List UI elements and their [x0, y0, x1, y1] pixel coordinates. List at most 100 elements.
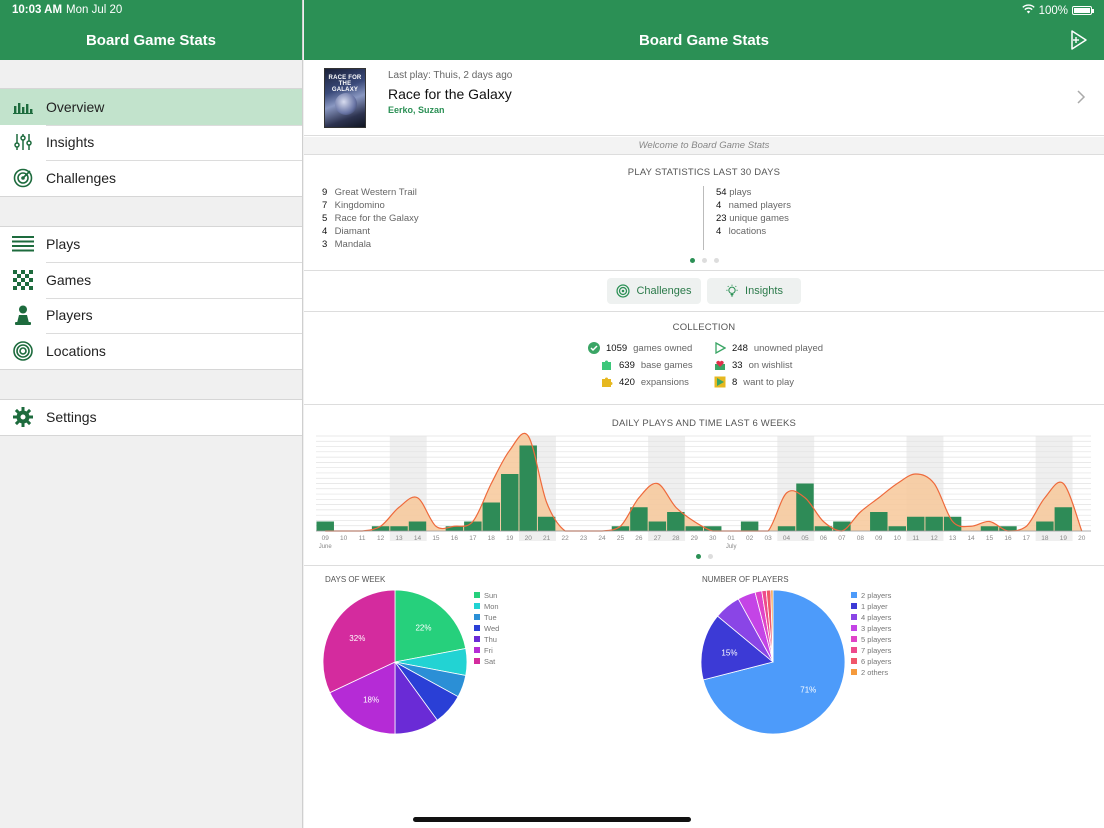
x-tick-label: 28 [672, 535, 680, 542]
sidebar-item-overview[interactable]: Overview [0, 89, 302, 125]
gear-icon [0, 400, 46, 435]
home-indicator[interactable] [413, 817, 691, 822]
target-icon [616, 284, 631, 298]
page-dot-active[interactable] [695, 554, 701, 559]
x-tick-label: 20 [525, 535, 533, 542]
chart-page-indicator[interactable] [304, 554, 1104, 559]
play-outline-icon [714, 342, 726, 354]
add-play-button[interactable] [1070, 29, 1088, 51]
list-item: 23 unique games [716, 213, 789, 224]
list-item: 7 Kingdomino [322, 200, 385, 211]
bar [316, 521, 334, 531]
bar [980, 526, 999, 531]
sidebar-item-games[interactable]: Games [0, 262, 302, 298]
checkerboard-icon [0, 262, 46, 297]
last-play-card[interactable]: RACE FOR THE GALAXY Last play: Thuis, 2 … [304, 60, 1104, 136]
sliders-icon [0, 125, 46, 160]
insights-button[interactable]: Insights [707, 278, 801, 304]
x-tick-label: 25 [617, 535, 625, 542]
rings-icon [0, 333, 46, 368]
x-tick-label: 03 [764, 535, 772, 542]
x-tick-label: 10 [340, 535, 348, 542]
list-item: 5 Race for the Galaxy [322, 213, 419, 224]
x-tick-label: 05 [801, 535, 809, 542]
sidebar-item-label: Challenges [46, 169, 117, 186]
quick-actions: Challenges Insights [304, 272, 1104, 312]
bar [906, 516, 925, 531]
last-play-caption: Last play: Thuis, 2 days ago [388, 70, 513, 81]
gift-heart-icon [714, 359, 726, 371]
legend-label: 2 players [861, 591, 892, 600]
collection-card[interactable]: COLLECTION 1059 games owned 639 base games… [304, 313, 1104, 405]
bar [704, 526, 722, 531]
play-stats-card[interactable]: PLAY STATISTICS LAST 30 DAYS 9 Great Wes… [304, 156, 1104, 271]
sidebar-item-plays[interactable]: Plays [0, 227, 302, 263]
x-tick-label: 11 [912, 535, 919, 542]
lightbulb-icon [726, 284, 738, 297]
slice-label: 15% [721, 648, 737, 657]
game-cover-image: RACE FOR THE GALAXY [324, 68, 366, 128]
legend-label: 3 players [861, 624, 892, 633]
sidebar-item-settings[interactable]: Settings [0, 400, 302, 436]
sidebar-item-locations[interactable]: Locations [0, 333, 302, 369]
x-tick-label: 22 [561, 535, 569, 542]
sidebar: 10:03 AM Mon Jul 20 Board Game Stats Ove… [0, 0, 303, 828]
legend-swatch [474, 636, 480, 642]
target-icon [0, 160, 46, 195]
sidebar-item-insights[interactable]: Insights [0, 124, 302, 161]
top-games-list: 9 Great Western Trail 7 Kingdomino 5 Rac… [322, 186, 419, 251]
page-indicator[interactable] [304, 258, 1104, 263]
challenges-label: Challenges [636, 285, 692, 297]
bar [482, 502, 501, 531]
challenges-button[interactable]: Challenges [607, 278, 701, 304]
x-tick-label: 09 [875, 535, 883, 542]
sidebar-item-label: Locations [46, 342, 106, 359]
page-dot[interactable] [701, 258, 707, 263]
legend-label: 7 players [861, 646, 892, 655]
month-label: July [726, 544, 737, 550]
days-of-week-title: DAYS OF WEEK [325, 575, 386, 584]
x-tick-label: 15 [986, 535, 994, 542]
legend-label: 2 others [861, 668, 888, 677]
last-play-game: Race for the Galaxy [388, 86, 512, 102]
daily-plays-card[interactable]: DAILY PLAYS AND TIME LAST 6 WEEKS 09 10 11… [304, 406, 1104, 566]
pie-slice [700, 615, 774, 681]
bar [390, 526, 408, 531]
collection-expansions: 420 expansions [601, 376, 689, 388]
summary-list: 54 plays 4 named players 23 unique games… [716, 186, 791, 238]
month-label: June [319, 544, 333, 550]
menu-group-settings: Settings [0, 398, 302, 436]
legend-swatch [474, 603, 480, 609]
bar [1036, 521, 1054, 531]
x-tick-label: 13 [949, 535, 957, 542]
sidebar-item-label: Settings [46, 409, 97, 426]
play-box-icon [714, 376, 726, 388]
bar [1054, 507, 1073, 531]
legend-swatch [851, 636, 857, 642]
page-dot[interactable] [707, 554, 713, 559]
page-dot-active[interactable] [689, 258, 695, 263]
legend-label: 5 players [861, 635, 892, 644]
bar [814, 526, 833, 531]
legend-swatch [851, 603, 857, 609]
status-date: Mon Jul 20 [66, 4, 123, 16]
pawn-icon [0, 298, 46, 333]
x-tick-label: 01 [728, 535, 736, 542]
bar [925, 516, 943, 531]
sidebar-item-challenges[interactable]: Challenges [0, 160, 302, 196]
bar [445, 526, 464, 531]
page-dot[interactable] [713, 258, 719, 263]
x-tick-label: 02 [746, 535, 754, 542]
sidebar-item-players[interactable]: Players [0, 297, 302, 334]
x-tick-label: 09 [322, 535, 330, 542]
bar [796, 483, 814, 531]
number-of-players-title: NUMBER OF PLAYERS [702, 575, 789, 584]
main-panel: 100% Board Game Stats RACE FOR THE GALAX… [304, 0, 1104, 828]
legend-swatch [474, 625, 480, 631]
cover-title: RACE FOR THE GALAXY [328, 75, 362, 93]
x-tick-label: 10 [894, 535, 902, 542]
collection-wishlist: 33 on wishlist [714, 359, 792, 371]
last-play-players: Eerko, Suzan [388, 105, 445, 115]
sidebar-title: Board Game Stats [85, 32, 217, 49]
status-indicators: 100% [1021, 4, 1094, 17]
